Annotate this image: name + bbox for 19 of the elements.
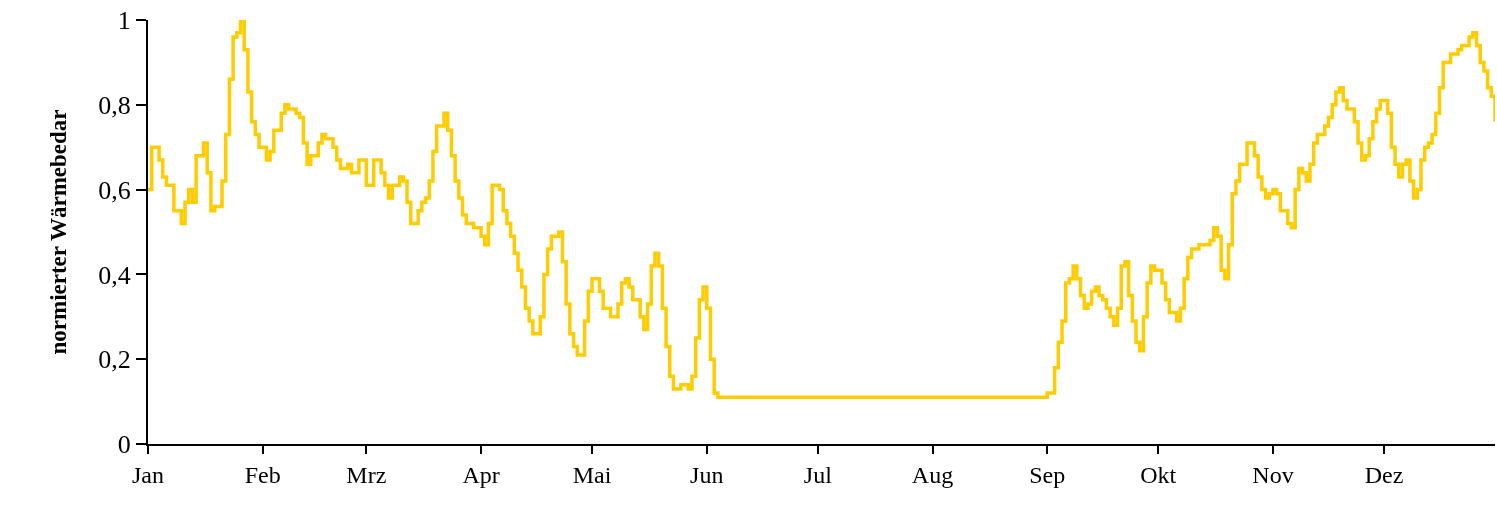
y-tick-label: 0,2 — [98, 345, 131, 375]
x-tick-label: Nov — [1252, 461, 1294, 488]
x-tick-label: Sep — [1029, 461, 1066, 488]
x-tick-label: Mrz — [346, 461, 387, 488]
x-tick-label: Jan — [132, 461, 164, 488]
y-tick-label: 0,4 — [98, 260, 131, 290]
y-tick-label: 0 — [117, 430, 131, 460]
x-tick-label: Feb — [244, 461, 281, 488]
y-tick-label: 0,8 — [98, 90, 131, 120]
y-tick-label: 0,6 — [98, 175, 131, 205]
x-tick-label: Jun — [690, 461, 724, 488]
x-tick-label: Aug — [911, 461, 954, 488]
x-tick-label: Apr — [462, 461, 500, 488]
y-tick-label: 1 — [117, 6, 131, 36]
x-tick-label: Mai — [572, 461, 612, 488]
y-axis-title: normierter Wärmebedar — [46, 109, 72, 355]
x-tick-label: Dez — [1364, 461, 1404, 488]
x-tick-label: Okt — [1140, 461, 1177, 488]
x-tick-label: Jul — [803, 461, 833, 488]
